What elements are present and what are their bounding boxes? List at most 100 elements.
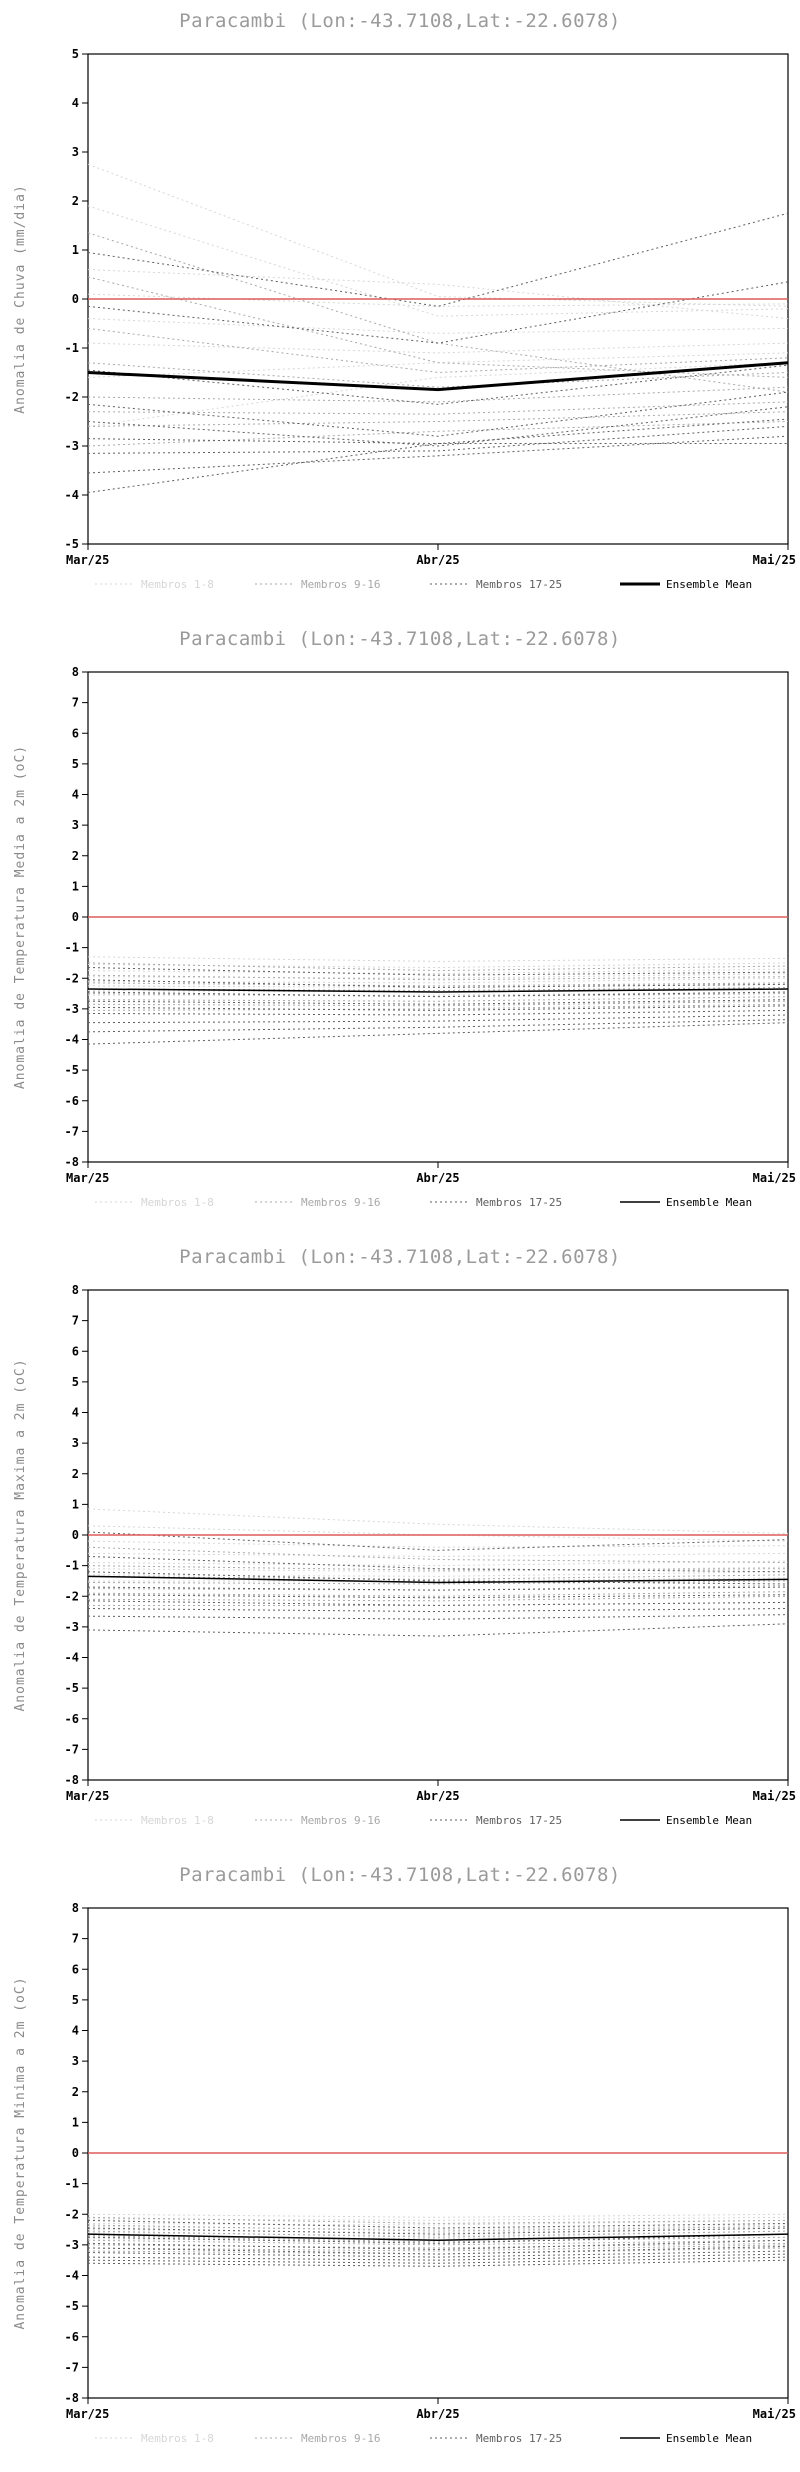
member-line: [87, 364, 789, 405]
chart-panel-temp-minima: Paracambi (Lon:-43.7108,Lat:-22.6078) -8…: [0, 1854, 800, 2472]
y-tick-label: -6: [65, 1094, 79, 1108]
y-tick-label: -5: [65, 2299, 79, 2313]
x-tick-label: Mar/25: [66, 1789, 109, 1803]
member-line: [87, 411, 789, 427]
member-line: [87, 1600, 789, 1606]
y-tick-label: 7: [72, 696, 79, 710]
y-tick-label: -4: [65, 1033, 79, 1047]
member-line: [87, 276, 789, 378]
member-line: [87, 2224, 789, 2231]
member-line: [87, 2230, 789, 2238]
member-line: [87, 425, 789, 454]
x-tick-label: Abr/25: [416, 553, 459, 567]
legend-label: Membros 17-25: [476, 2432, 562, 2445]
member-line: [87, 2259, 789, 2267]
legend-label: Membros 1-8: [141, 1814, 214, 1827]
x-tick-label: Mar/25: [66, 553, 109, 567]
member-line: [87, 1531, 789, 1551]
member-line: [87, 2227, 789, 2235]
member-line: [87, 1005, 789, 1011]
member-line: [87, 293, 789, 307]
member-line: [87, 1552, 789, 1557]
y-axis-label: Anomalia de Chuva (mm/dia): [13, 184, 28, 414]
member-line: [87, 2250, 789, 2258]
member-line: [87, 269, 789, 320]
legend-label: Membros 9-16: [301, 578, 380, 591]
y-axis-label: Anomalia de Temperatura Minima a 2m (oC): [13, 1976, 28, 2329]
member-line: [87, 1009, 789, 1016]
member-line: [87, 996, 789, 1002]
chart-svg: -8 -7 -6 -5 -4 -3 -2 -1 0 1 2 3 4 5 6 7 8 Mar/25 Abr/25 Mai…: [13, 1283, 796, 1827]
y-tick-label: 3: [72, 1436, 79, 1450]
member-line: [87, 435, 789, 474]
y-tick-label: -1: [65, 2177, 79, 2191]
member-line: [87, 2233, 789, 2244]
y-tick-label: -2: [65, 390, 79, 404]
y-tick-label: 0: [72, 910, 79, 924]
y-axis-label: Anomalia de Temperatura Media a 2m (oC): [13, 745, 28, 1089]
y-tick-label: 3: [72, 2054, 79, 2068]
legend-label: Ensemble Mean: [666, 578, 752, 591]
legend-label: Ensemble Mean: [666, 1196, 752, 1209]
x-tick-label: Abr/25: [416, 1171, 459, 1185]
y-tick-label: -7: [65, 2360, 79, 2374]
chart-svg: -8 -7 -6 -5 -4 -3 -2 -1 0 1 2 3 4 5 6 7 8 Mar/25 Abr/25 Mai…: [13, 1901, 796, 2445]
member-line: [87, 979, 789, 988]
member-line: [87, 342, 789, 354]
member-line: [87, 1566, 789, 1573]
y-tick-label: -3: [65, 439, 79, 453]
ensemble-mean-line: [87, 988, 789, 993]
y-tick-label: 6: [72, 1344, 79, 1358]
member-line: [87, 1546, 789, 1564]
member-line: [87, 1595, 789, 1602]
chart-svg: -5 -4 -3 -2 -1 0 1 2 3 4 5 Mar/25 Abr/25 Mai/25 Anomal…: [13, 47, 796, 591]
member-line: [87, 163, 789, 307]
member-line: [87, 232, 789, 393]
chart-plot-temp-minima: -8 -7 -6 -5 -4 -3 -2 -1 0 1 2 3 4 5 6 7 8 Mar/25 Abr/25 Mai…: [0, 1898, 800, 2472]
y-axis-label: Anomalia de Temperatura Maxima a 2m (oC): [13, 1358, 28, 1711]
member-line: [87, 2245, 789, 2255]
legend-label: Membros 17-25: [476, 1196, 562, 1209]
member-line: [87, 391, 789, 437]
member-line: [87, 212, 789, 307]
member-line: [87, 281, 789, 344]
y-tick-label: -3: [65, 1002, 79, 1016]
y-tick-label: 5: [72, 1375, 79, 1389]
y-tick-label: -4: [65, 488, 79, 502]
member-line: [87, 1565, 789, 1571]
member-line: [87, 1591, 789, 1597]
member-line: [87, 974, 789, 981]
y-tick-label: -1: [65, 941, 79, 955]
x-tick-label: Abr/25: [416, 2407, 459, 2421]
member-line: [87, 2230, 789, 2237]
y-tick-label: -3: [65, 1620, 79, 1634]
chart-plot-temp-media: -8 -7 -6 -5 -4 -3 -2 -1 0 1 2 3 4 5 6 7 8 Mar/25 Abr/25 Mai…: [0, 662, 800, 1236]
member-line: [87, 362, 789, 388]
y-tick-label: 0: [72, 1528, 79, 1542]
y-tick-label: -5: [65, 1063, 79, 1077]
y-tick-label: 0: [72, 2146, 79, 2160]
y-tick-label: -6: [65, 1712, 79, 1726]
y-tick-label: -6: [65, 2330, 79, 2344]
y-tick-label: -7: [65, 1742, 79, 1756]
y-tick-label: -8: [65, 1155, 79, 1169]
member-line: [87, 962, 789, 972]
member-line: [87, 1540, 789, 1548]
member-line: [87, 2227, 789, 2234]
y-tick-label: 2: [72, 2085, 79, 2099]
y-tick-label: 1: [72, 243, 79, 257]
member-line: [87, 1623, 789, 1637]
member-line: [87, 1000, 789, 1007]
y-tick-label: -5: [65, 537, 79, 551]
y-tick-label: 8: [72, 1283, 79, 1297]
member-line: [87, 1003, 789, 1011]
legend-label: Membros 1-8: [141, 2432, 214, 2445]
legend-label: Membros 1-8: [141, 578, 214, 591]
y-tick-label: 3: [72, 145, 79, 159]
member-line: [87, 2235, 789, 2243]
y-tick-label: -2: [65, 2207, 79, 2221]
x-tick-label: Mai/25: [753, 2407, 796, 2421]
member-line: [87, 967, 789, 976]
member-line: [88, 991, 789, 996]
